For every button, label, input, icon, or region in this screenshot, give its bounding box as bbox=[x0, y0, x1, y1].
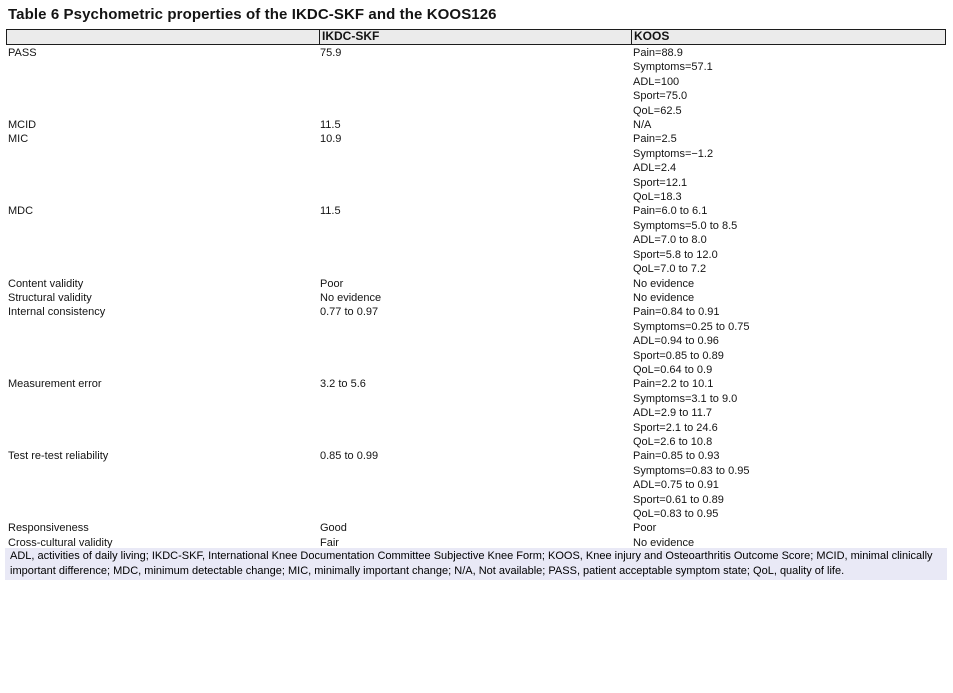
koos-value-line: ADL=0.94 to 0.96 bbox=[633, 335, 719, 348]
table-row: Cross-cultural validity Fair No evidence bbox=[6, 536, 946, 550]
table-row: MIC 10.9 Pain=2.5 Symptoms=−1.2 ADL=2.4 Sport… bbox=[6, 132, 946, 204]
property-cell: Measurement error bbox=[8, 378, 102, 391]
koos-value-line: No evidence bbox=[633, 291, 695, 304]
property-cell: MDC bbox=[8, 205, 34, 218]
table-row: Test re-test reliability 0.85 to 0.99 Pain… bbox=[6, 449, 946, 521]
koos-value-line: Symptoms=−1.2 bbox=[633, 147, 714, 160]
koos-value-cell: Pain=6.0 to 6.1 Symptoms=5.0 to 8.5 ADL=7.… bbox=[630, 204, 946, 276]
property-cell: Cross-cultural validity bbox=[8, 536, 113, 549]
ikdc-skf-value-cell: 3.2 to 5.6 bbox=[320, 378, 366, 391]
table-title: Table 6 Psychometric properties of the I… bbox=[8, 6, 497, 23]
koos-value-line: ADL=7.0 to 8.0 bbox=[633, 234, 707, 247]
koos-value-line: QoL=0.64 to 0.9 bbox=[633, 363, 713, 376]
koos-value-line: Sport=2.1 to 24.6 bbox=[633, 421, 718, 434]
ikdc-skf-value-cell: 75.9 bbox=[320, 47, 342, 59]
koos-value-line: ADL=0.75 to 0.91 bbox=[633, 479, 719, 492]
table-row: PASS 75.9 Pain=88.9 Symptoms=57.1 ADL=100 Spo… bbox=[6, 46, 946, 118]
property-cell: Internal consistency bbox=[8, 306, 106, 319]
ikdc-skf-value-cell: 11.5 bbox=[320, 119, 341, 132]
header-cell-koos: KOOS bbox=[631, 30, 945, 44]
koos-value-line: N/A bbox=[633, 119, 652, 132]
abbreviations-footnote: ADL, activities of daily living; IKDC-SK… bbox=[5, 548, 947, 580]
koos-value-line: QoL=7.0 to 7.2 bbox=[633, 263, 707, 276]
koos-value-cell: Pain=88.9 Symptoms=57.1 ADL=100 Sport=75.0 Q… bbox=[630, 46, 946, 118]
koos-value-cell: Pain=0.85 to 0.93 Symptoms=0.83 to 0.95 AD… bbox=[630, 449, 946, 521]
table-row: MCID 11.5 N/A bbox=[6, 118, 946, 132]
koos-value-line: No evidence bbox=[633, 277, 695, 290]
property-cell: Test re-test reliability bbox=[8, 450, 109, 463]
ikdc-skf-value-cell: No evidence bbox=[320, 291, 382, 304]
koos-value-line: Pain=6.0 to 6.1 bbox=[633, 205, 708, 218]
table-row: Content validity Poor No evidence bbox=[6, 277, 946, 291]
koos-value-line: ADL=100 bbox=[633, 75, 680, 88]
koos-value-cell: Pain=0.84 to 0.91 Symptoms=0.25 to 0.75 AD… bbox=[630, 305, 946, 377]
ikdc-skf-value-cell: 0.77 to 0.97 bbox=[320, 306, 379, 319]
property-cell: Structural validity bbox=[8, 291, 92, 304]
koos-value-line: Symptoms=0.83 to 0.95 bbox=[633, 464, 750, 477]
koos-value-line: Symptoms=0.25 to 0.75 bbox=[633, 320, 750, 333]
koos-value-line: Sport=12.1 bbox=[633, 176, 688, 189]
koos-value-cell: Pain=2.2 to 10.1 Symptoms=3.1 to 9.0 ADL=2… bbox=[630, 377, 946, 449]
koos-value-line: QoL=18.3 bbox=[633, 191, 682, 204]
koos-value-cell: Poor bbox=[630, 521, 946, 535]
koos-value-line: QoL=62.5 bbox=[633, 104, 682, 117]
table-row: Measurement error 3.2 to 5.6 Pain=2.2 to 1… bbox=[6, 377, 946, 449]
table-body: PASS 75.9 Pain=88.9 Symptoms=57.1 ADL=100 Spo… bbox=[6, 46, 946, 550]
koos-value-line: QoL=2.6 to 10.8 bbox=[633, 435, 713, 448]
ikdc-skf-value-cell: Good bbox=[320, 522, 347, 535]
property-cell: Content validity bbox=[8, 277, 84, 290]
koos-value-line: Pain=0.85 to 0.93 bbox=[633, 450, 720, 463]
ikdc-skf-value-cell: 10.9 bbox=[320, 133, 342, 146]
koos-value-line: ADL=2.9 to 11.7 bbox=[633, 407, 712, 420]
koos-value-line: Symptoms=3.1 to 9.0 bbox=[633, 392, 738, 405]
koos-value-cell: No evidence bbox=[630, 291, 946, 305]
property-cell: Responsiveness bbox=[8, 522, 89, 535]
koos-value-line: Sport=75.0 bbox=[633, 90, 688, 103]
ikdc-skf-value-cell: 11.5 bbox=[320, 205, 341, 218]
koos-value-line: Sport=0.85 to 0.89 bbox=[633, 349, 724, 362]
ikdc-skf-value-cell: Fair bbox=[320, 536, 339, 549]
koos-value-line: Pain=0.84 to 0.91 bbox=[633, 306, 720, 319]
koos-value-line: Sport=5.8 to 12.0 bbox=[633, 248, 718, 261]
table-row: Structural validity No evidence No evidenc… bbox=[6, 291, 946, 305]
ikdc-skf-value-cell: 0.85 to 0.99 bbox=[320, 450, 379, 463]
koos-value-cell: No evidence bbox=[630, 277, 946, 291]
koos-value-line: No evidence bbox=[633, 536, 695, 549]
koos-value-line: Pain=2.2 to 10.1 bbox=[633, 378, 714, 391]
koos-value-line: Poor bbox=[633, 522, 657, 535]
property-cell: PASS bbox=[8, 47, 37, 59]
table-header-row: IKDC-SKF KOOS bbox=[6, 29, 946, 45]
koos-value-line: Symptoms=57.1 bbox=[633, 61, 713, 74]
table-row: Responsiveness Good Poor bbox=[6, 521, 946, 535]
koos-value-line: Pain=88.9 bbox=[633, 47, 683, 59]
ikdc-skf-value-cell: Poor bbox=[320, 277, 344, 290]
koos-value-line: QoL=0.83 to 0.95 bbox=[633, 508, 719, 520]
table-row: Internal consistency 0.77 to 0.97 Pain=0.8… bbox=[6, 305, 946, 377]
table-row: MDC 11.5 Pain=6.0 to 6.1 Symptoms=5.0 to 8.… bbox=[6, 204, 946, 276]
koos-value-line: ADL=2.4 bbox=[633, 162, 677, 175]
property-cell: MIC bbox=[8, 133, 29, 146]
koos-value-cell: N/A bbox=[630, 118, 946, 132]
koos-value-cell: No evidence bbox=[630, 536, 946, 550]
koos-value-cell: Pain=2.5 Symptoms=−1.2 ADL=2.4 Sport=12.1 Qo… bbox=[630, 132, 946, 204]
property-cell: MCID bbox=[8, 119, 37, 132]
header-cell-property bbox=[7, 30, 319, 44]
koos-value-line: Sport=0.61 to 0.89 bbox=[633, 493, 724, 506]
koos-value-line: Pain=2.5 bbox=[633, 133, 677, 146]
koos-value-line: Symptoms=5.0 to 8.5 bbox=[633, 219, 738, 232]
header-cell-ikdc-skf: IKDC-SKF bbox=[319, 30, 631, 44]
